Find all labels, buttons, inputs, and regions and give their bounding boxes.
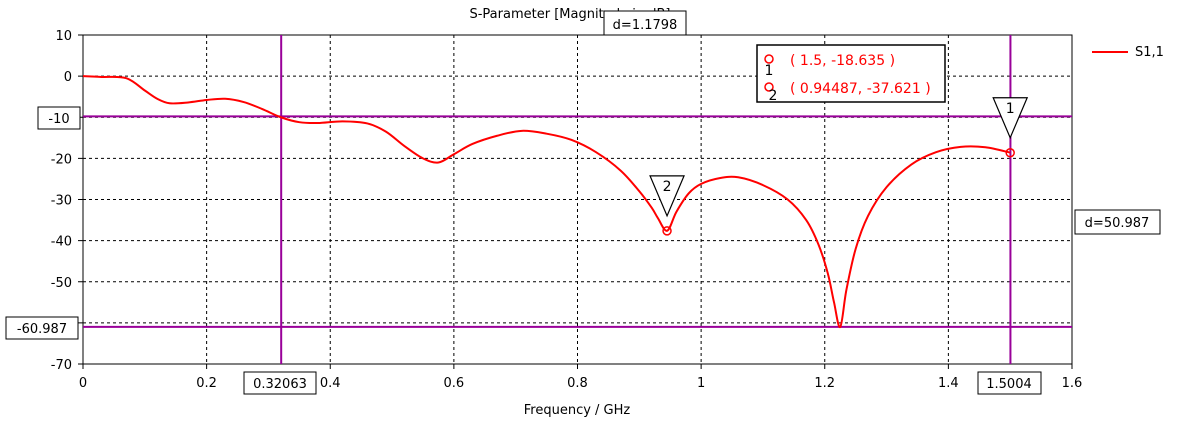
marker2-readout-icon xyxy=(764,82,774,92)
legend-label: S1,1 xyxy=(1135,45,1164,60)
x-tick-label: 1 xyxy=(697,376,705,391)
y-tick-label: 10 xyxy=(55,29,72,44)
reference-lines[interactable] xyxy=(83,35,1072,364)
x-line-label-2-box: 1.5004 xyxy=(977,371,1042,395)
marker2-readout: ( 0.94487, -37.621 ) xyxy=(790,81,931,97)
x-line-label-1: 0.32063 xyxy=(253,377,307,392)
marker1-readout: ( 1.5, -18.635 ) xyxy=(790,53,895,69)
marker-flag xyxy=(992,97,1029,140)
y-tick-label: -50 xyxy=(51,276,72,291)
y-tick-label: 0 xyxy=(64,70,72,85)
marker-readout-box: 1 ( 1.5, -18.635 ) 2 ( 0.94487, -37.621 … xyxy=(756,44,946,104)
y-tick-label: -30 xyxy=(51,194,72,209)
y-tick-label: -70 xyxy=(51,358,72,373)
y-line-label-high: -10 xyxy=(48,112,69,127)
marker2-readout-id: 2 xyxy=(769,88,778,104)
delta-y-label: d=50.987 xyxy=(1085,216,1150,231)
y-tick-label: -20 xyxy=(51,152,72,167)
delta-y-label-box: d=50.987 xyxy=(1074,209,1161,235)
marker1-readout-id: 1 xyxy=(765,63,774,79)
marker-flag-label: 1 xyxy=(1006,101,1015,117)
x-tick-label: 0.4 xyxy=(320,376,341,391)
x-line-label-2: 1.5004 xyxy=(986,377,1032,392)
x-tick-label: 1.6 xyxy=(1062,376,1083,391)
markers[interactable]: 12 xyxy=(649,97,1029,236)
legend: S1,1 xyxy=(1092,45,1164,60)
series-line xyxy=(82,75,1011,328)
y-line-label-high-box: -10 xyxy=(37,106,81,130)
series-curves xyxy=(82,75,1011,328)
x-tick-label: 1.4 xyxy=(938,376,959,391)
marker-flag-label: 2 xyxy=(663,179,672,195)
x-tick-label: 0 xyxy=(79,376,87,391)
x-tick-label: 0.6 xyxy=(444,376,465,391)
x-axis-label: Frequency / GHz xyxy=(524,403,631,418)
y-line-label-low-box: -60.987 xyxy=(5,316,79,340)
x-tick-label: 0.8 xyxy=(567,376,588,391)
delta-x-label: d=1.1798 xyxy=(613,18,678,33)
marker-flag xyxy=(649,175,685,218)
x-tick-label: 0.2 xyxy=(196,376,217,391)
marker1-readout-icon xyxy=(764,54,774,64)
marker-point xyxy=(1005,148,1015,158)
y-line-label-low: -60.987 xyxy=(17,322,67,337)
delta-x-label-box: d=1.1798 xyxy=(603,10,687,36)
marker-point xyxy=(662,226,672,236)
x-line-label-1-box: 0.32063 xyxy=(243,371,317,395)
tick-labels: 0 0.2 0.4 0.6 0.8 1 1.2 1.4 1.6 10 0 -20 -30 -40 -50 -7… xyxy=(51,29,1083,391)
x-tick-label: 1.2 xyxy=(814,376,835,391)
y-tick-label: -40 xyxy=(51,235,72,250)
